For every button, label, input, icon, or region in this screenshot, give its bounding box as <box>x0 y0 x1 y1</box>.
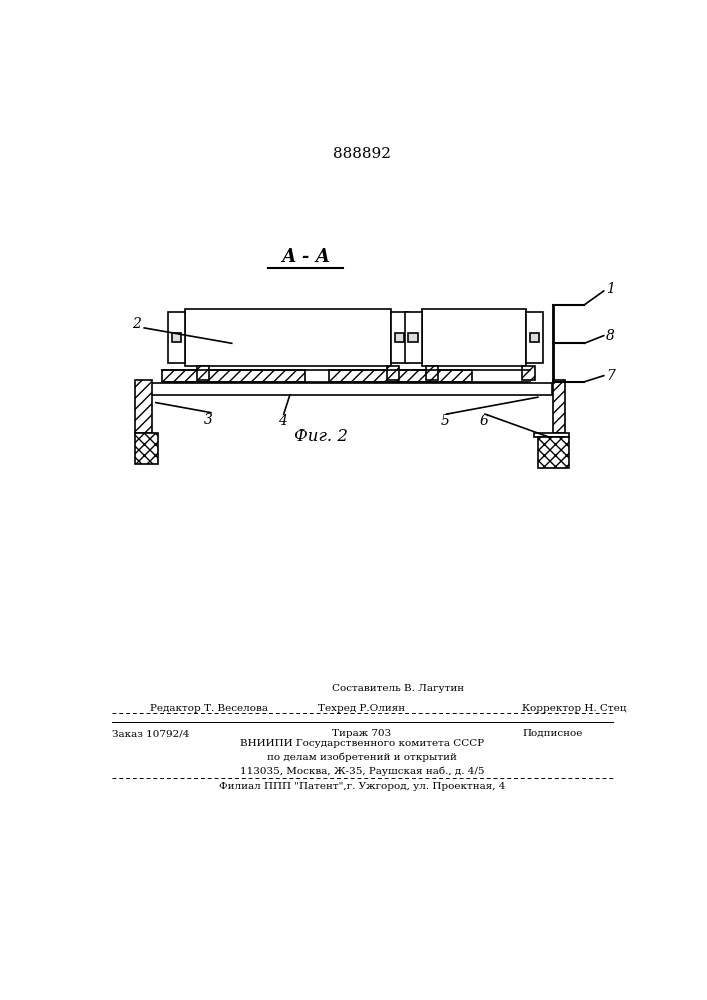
Bar <box>329 370 472 382</box>
Text: 113035, Москва, Ж-35, Раушская наб., д. 4/5: 113035, Москва, Ж-35, Раушская наб., д. … <box>240 767 484 776</box>
Bar <box>426 366 438 380</box>
Bar <box>387 366 399 380</box>
Text: 888892: 888892 <box>333 147 391 161</box>
Bar <box>409 333 418 342</box>
Text: 3: 3 <box>204 413 213 427</box>
Text: Подписное: Подписное <box>522 729 583 738</box>
Bar <box>404 312 421 363</box>
Bar <box>526 312 543 363</box>
Text: Тираж 703: Тираж 703 <box>332 729 392 738</box>
Bar <box>185 309 391 366</box>
Bar <box>538 437 569 468</box>
Bar <box>534 433 569 437</box>
Text: 4: 4 <box>278 414 286 428</box>
Bar <box>395 333 404 342</box>
Bar <box>554 380 565 433</box>
Bar <box>421 309 526 366</box>
Bar <box>162 370 305 382</box>
Bar <box>135 380 152 433</box>
Text: Редактор Т. Веселова: Редактор Т. Веселова <box>151 704 269 713</box>
Text: 2: 2 <box>132 317 141 331</box>
Bar <box>168 312 185 363</box>
Text: Фиг. 2: Фиг. 2 <box>294 428 348 445</box>
Text: Заказ 10792/4: Заказ 10792/4 <box>112 729 189 738</box>
Bar <box>530 333 539 342</box>
Text: Составитель В. Лагутин: Составитель В. Лагутин <box>332 684 464 693</box>
Bar <box>141 383 552 395</box>
Bar <box>135 433 158 464</box>
Text: А - А: А - А <box>281 248 330 266</box>
Text: 8: 8 <box>606 329 615 343</box>
Bar <box>391 312 408 363</box>
Text: 7: 7 <box>606 369 615 383</box>
Text: по делам изобретений и открытий: по делам изобретений и открытий <box>267 753 457 762</box>
Bar <box>522 366 534 380</box>
Text: Корректор Н. Стец: Корректор Н. Стец <box>522 704 627 713</box>
Text: 6: 6 <box>479 414 488 428</box>
Text: Техред Р.Олиян: Техред Р.Олиян <box>318 704 406 713</box>
Bar <box>172 333 182 342</box>
Text: 1: 1 <box>606 282 615 296</box>
Bar <box>197 366 209 380</box>
Text: Филиал ППП "Патент",г. Ужгород, ул. Проектная, 4: Филиал ППП "Патент",г. Ужгород, ул. Прое… <box>218 782 505 791</box>
Text: 5: 5 <box>440 414 450 428</box>
Text: ВНИИПИ Государственного комитета СССР: ВНИИПИ Государственного комитета СССР <box>240 739 484 748</box>
